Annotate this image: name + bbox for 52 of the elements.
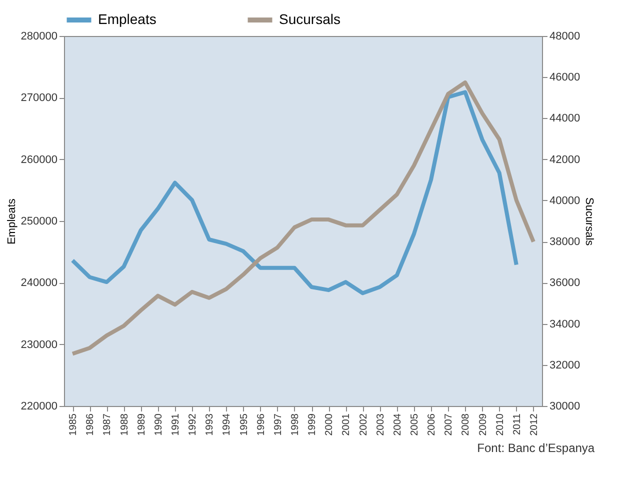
y2-tick-label: 30000 (550, 400, 580, 412)
x-tick-label: 1994 (222, 413, 233, 436)
x-tick-label: 1990 (153, 413, 164, 436)
y2-tick-label: 34000 (550, 318, 580, 330)
x-tick-label: 2009 (478, 413, 489, 436)
legend-label: Sucursals (279, 11, 340, 27)
y2-tick-label: 46000 (550, 72, 580, 84)
x-tick-label: 2012 (528, 413, 540, 436)
y-tick-label: 250000 (20, 216, 58, 228)
x-tick-label: 1989 (136, 413, 148, 436)
y-tick-label: 260000 (20, 154, 58, 166)
x-tick-label: 1999 (307, 413, 318, 436)
line-series (70, 80, 536, 356)
x-tick-label: 1998 (290, 413, 301, 436)
y2-axis-title: Sucursals (583, 197, 596, 246)
x-tick-label: 1986 (85, 413, 96, 436)
y2-tick-label: 36000 (550, 277, 580, 290)
x-tick-label: 2003 (375, 413, 386, 436)
y-tick-label: 280000 (20, 30, 58, 42)
x-tick-label: 2000 (324, 413, 336, 436)
y-axis-title: Empleats (6, 198, 18, 244)
x-tick-label: 1993 (204, 413, 216, 436)
y-tick-label: 230000 (20, 338, 58, 351)
y2-tick-label: 32000 (550, 359, 580, 372)
y-tick-label: 270000 (20, 92, 58, 104)
x-tick-label: 2007 (444, 413, 455, 436)
y-tick-label: 240000 (20, 277, 58, 290)
x-tick-label: 1992 (188, 413, 199, 436)
x-tick-label: 1985 (68, 413, 80, 436)
x-tick-label: 1988 (119, 413, 130, 436)
x-tick-label: 1995 (238, 413, 250, 436)
y2-tick-label: 44000 (550, 112, 580, 125)
y2-tick-label: 40000 (550, 194, 580, 207)
x-tick-label: 1997 (272, 413, 284, 436)
y-tick-label: 220000 (20, 400, 58, 412)
x-tick-label: 2010 (494, 413, 506, 436)
x-tick-label: 2004 (392, 413, 404, 436)
text: Font: Banc d’Espanya (477, 441, 595, 456)
x-tick-label: 2002 (358, 413, 370, 436)
legend-label: Empleats (98, 11, 156, 27)
x-tick-label: 2001 (341, 413, 352, 436)
x-tick-label: 2008 (460, 413, 472, 436)
y2-tick-label: 48000 (550, 30, 580, 42)
line-series (70, 90, 518, 296)
x-tick-label: 1991 (170, 413, 182, 436)
x-tick-label: 1987 (102, 413, 114, 436)
y2-tick-label: 38000 (550, 236, 580, 248)
x-tick-label: 2005 (409, 413, 420, 436)
x-tick-label: 1996 (256, 413, 267, 436)
x-tick-label: 2006 (426, 413, 438, 436)
y2-tick-label: 42000 (550, 154, 580, 166)
x-tick-label: 2011 (512, 413, 523, 436)
